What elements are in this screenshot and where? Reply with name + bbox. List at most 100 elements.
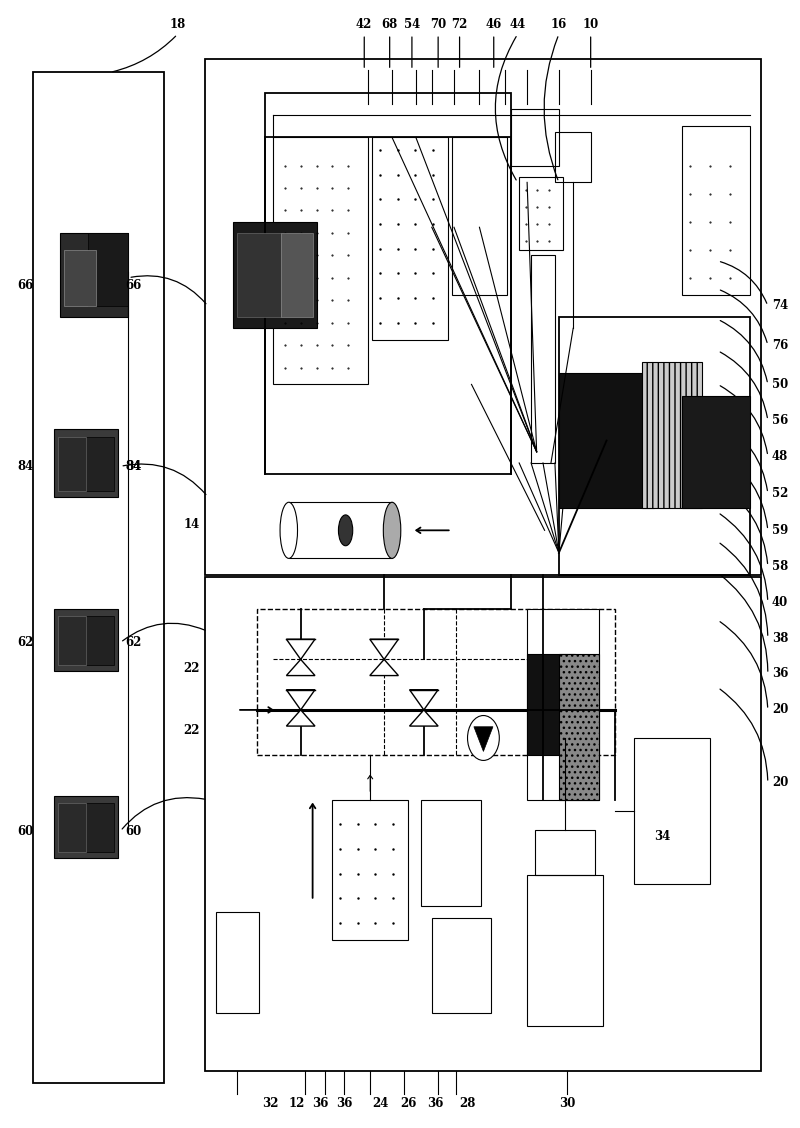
Bar (58, 616, 86, 666)
Polygon shape (86, 616, 114, 666)
Text: 60: 60 (17, 825, 34, 838)
Bar (535, 830, 594, 875)
Bar (265, 92, 511, 474)
Text: 24: 24 (372, 1098, 388, 1110)
Text: 30: 30 (558, 1098, 575, 1110)
Bar (559, 373, 654, 508)
Text: 20: 20 (772, 776, 788, 790)
Text: 38: 38 (772, 632, 788, 644)
Text: 52: 52 (772, 487, 788, 500)
Bar (519, 177, 563, 249)
Text: 18: 18 (170, 18, 186, 30)
Bar (64, 249, 96, 306)
Text: 48: 48 (772, 450, 788, 462)
Polygon shape (281, 232, 313, 317)
Bar (527, 609, 598, 800)
Text: 84: 84 (126, 460, 142, 473)
Bar (33, 72, 164, 1083)
Bar (642, 362, 702, 508)
Bar (216, 911, 259, 1013)
Text: 32: 32 (262, 1098, 278, 1110)
Bar (527, 875, 602, 1026)
Text: 36: 36 (312, 1098, 329, 1110)
Text: 36: 36 (772, 668, 788, 680)
Text: 10: 10 (582, 18, 598, 30)
Text: 68: 68 (382, 18, 398, 30)
Text: 46: 46 (486, 18, 502, 30)
Polygon shape (86, 438, 114, 491)
Text: 74: 74 (772, 299, 788, 312)
Text: 20: 20 (772, 704, 788, 716)
Bar (54, 796, 118, 858)
Bar (527, 654, 574, 755)
Text: 26: 26 (400, 1098, 416, 1110)
Text: 84: 84 (17, 460, 34, 473)
Polygon shape (286, 660, 315, 676)
Bar (206, 59, 762, 575)
Text: 84: 84 (126, 460, 142, 473)
Bar (289, 502, 392, 558)
Bar (58, 803, 86, 853)
Text: 42: 42 (356, 18, 373, 30)
Text: 34: 34 (654, 830, 670, 844)
Polygon shape (237, 232, 281, 317)
Text: 62: 62 (17, 636, 34, 649)
Polygon shape (286, 689, 315, 710)
Text: 66: 66 (17, 279, 34, 292)
Polygon shape (370, 640, 398, 660)
Text: 66: 66 (126, 279, 142, 292)
Text: 58: 58 (772, 559, 788, 573)
Text: 70: 70 (430, 18, 446, 30)
Text: 16: 16 (550, 18, 567, 30)
Bar (452, 138, 507, 294)
Text: 50: 50 (772, 378, 788, 391)
Text: 22: 22 (183, 662, 200, 675)
Bar (555, 132, 590, 183)
Text: 28: 28 (459, 1098, 476, 1110)
Polygon shape (370, 660, 398, 676)
Text: 36: 36 (336, 1098, 353, 1110)
Bar (54, 609, 118, 671)
Text: 22: 22 (183, 724, 200, 737)
Text: 62: 62 (126, 636, 142, 649)
Polygon shape (86, 803, 114, 853)
Bar (58, 438, 86, 491)
Bar (559, 654, 598, 800)
Bar (531, 255, 555, 462)
Bar (206, 578, 762, 1072)
Text: 56: 56 (772, 414, 788, 426)
Bar (682, 126, 750, 294)
Bar (634, 738, 710, 884)
Bar (432, 917, 491, 1013)
Text: 44: 44 (510, 18, 526, 30)
Text: 12: 12 (289, 1098, 305, 1110)
Bar (54, 430, 118, 496)
Bar (233, 222, 317, 328)
Text: 72: 72 (451, 18, 468, 30)
Bar (333, 800, 408, 940)
Ellipse shape (467, 715, 499, 760)
Polygon shape (88, 232, 127, 306)
Bar (273, 138, 368, 385)
Ellipse shape (280, 502, 298, 558)
Bar (257, 609, 614, 755)
Ellipse shape (383, 502, 401, 558)
Bar (60, 232, 127, 317)
Polygon shape (286, 640, 315, 660)
Text: 59: 59 (772, 523, 788, 537)
Text: 76: 76 (772, 338, 788, 352)
Bar (511, 109, 559, 166)
Text: 36: 36 (427, 1098, 444, 1110)
Polygon shape (474, 726, 493, 751)
Polygon shape (286, 710, 315, 726)
Bar (559, 317, 750, 575)
Polygon shape (410, 710, 438, 726)
Ellipse shape (338, 514, 353, 546)
Text: 40: 40 (772, 596, 788, 609)
Bar (372, 138, 448, 340)
Bar (422, 800, 481, 906)
Text: 54: 54 (404, 18, 420, 30)
Polygon shape (410, 689, 438, 710)
Bar (682, 396, 750, 508)
Text: 14: 14 (183, 518, 200, 531)
